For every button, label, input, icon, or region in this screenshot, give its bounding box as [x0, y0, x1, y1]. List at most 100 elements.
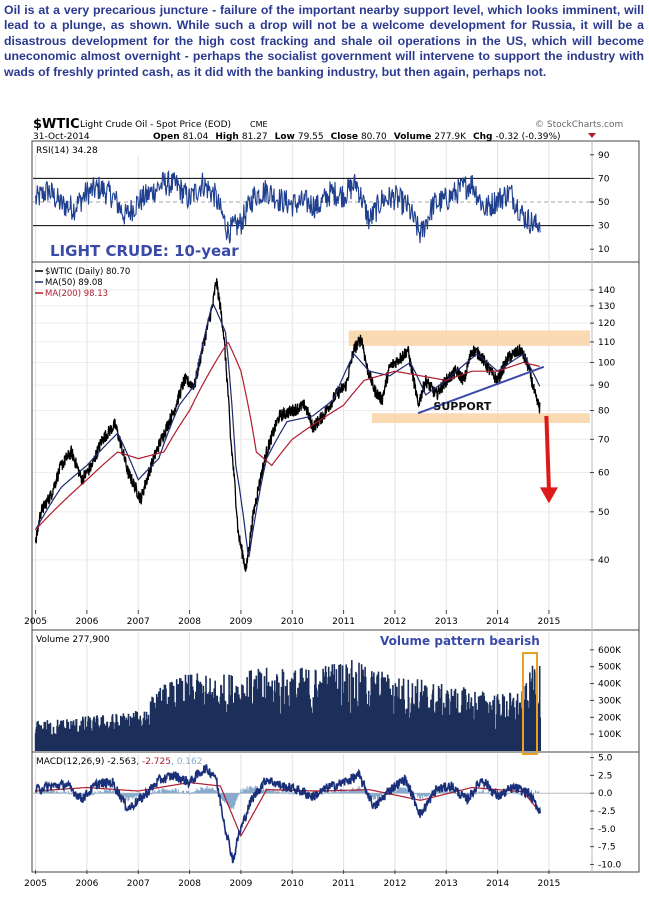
macd-x-tick-label: 2010	[281, 879, 304, 889]
price-tick-label: 40	[598, 556, 610, 566]
rsi-legend-box	[34, 143, 152, 155]
volume-value: 277.9K	[434, 132, 467, 142]
price-x-tick-label: 2012	[383, 617, 406, 627]
price-x-tick-label: 2007	[127, 617, 150, 627]
price-tick-label: 90	[598, 381, 610, 391]
macd-tick-label: -2.5	[598, 807, 616, 817]
price-tick-label: 110	[598, 338, 615, 348]
price-x-tick-label: 2010	[281, 617, 304, 627]
low-label: Low	[275, 132, 295, 142]
price-x-tick-label: 2008	[178, 617, 201, 627]
macd-tick-label: 0.0	[598, 789, 613, 799]
high-value: 81.27	[242, 132, 268, 142]
commentary-text: Oil is at a very precarious juncture - f…	[4, 3, 644, 79]
resistance-band	[348, 330, 590, 346]
macd-panel: 5.0 2.5 0.0 -2.5 -5.0 -7.5 -10.0 2005 2006 2007 20…	[24, 754, 621, 889]
price-x-tick-label: 2006	[75, 617, 98, 627]
open-label: Open	[153, 132, 180, 142]
price-legend-item: $WTIC (Daily) 80.70	[45, 267, 130, 277]
ma200-line	[35, 341, 540, 531]
macd-x-tick-label: 2006	[75, 879, 98, 889]
volume-tick-label: 500K	[598, 663, 622, 673]
ma50-line	[35, 302, 541, 558]
volume-tick-label: 100K	[598, 730, 622, 740]
macd-tick-label: -10.0	[598, 860, 622, 870]
price-legend-item: MA(200) 98.13	[45, 289, 108, 299]
price-tick-label: 60	[598, 469, 610, 479]
rsi-line	[35, 169, 541, 244]
macd-tick-label: -7.5	[598, 843, 616, 853]
macd-tick-label: 5.0	[598, 754, 613, 764]
chart-date: 31-Oct-2014	[33, 132, 90, 142]
symbol: $WTIC	[33, 117, 80, 132]
volume-highlight-box	[522, 652, 538, 755]
macd-legend-item: , -2.725	[136, 757, 171, 767]
price-tick-label: 140	[598, 286, 615, 296]
rsi-tick-label: 30	[598, 222, 610, 232]
rsi-tick-label: 90	[598, 151, 610, 161]
down-arrow-icon	[539, 487, 558, 504]
macd-x-tick-label: 2009	[229, 879, 252, 889]
macd-legend-item: MACD(12,26,9) -2.563	[36, 757, 136, 767]
macd-tick-label: -5.0	[598, 825, 616, 835]
open-value: 81.04	[183, 132, 209, 142]
exchange: CME	[250, 120, 268, 129]
ohlc-line: Open 81.04 High 81.27 Low 79.55 Close 80.70 Volu…	[153, 132, 561, 142]
macd-x-tick-label: 2008	[178, 879, 201, 889]
chg-value: -0.32 (-0.39%)	[496, 132, 561, 142]
volume-bars	[34, 660, 541, 751]
price-tick-label: 130	[598, 302, 615, 312]
volume-legend-box	[34, 633, 120, 645]
macd-x-tick-label: 2015	[537, 879, 560, 889]
macd-x-tick-label: 2014	[486, 879, 509, 889]
price-x-tick-label: 2015	[537, 617, 560, 627]
price-tick-label: 70	[598, 435, 610, 445]
description: Light Crude Oil - Spot Price (EOD)	[80, 120, 231, 130]
price-x-tick-label: 2013	[435, 617, 458, 627]
high-label: High	[215, 132, 238, 142]
support-band	[371, 413, 590, 424]
close-label: Close	[331, 132, 358, 142]
support-label: SUPPORT	[433, 400, 491, 413]
low-value: 79.55	[298, 132, 324, 142]
chart-title: LIGHT CRUDE: 10-year	[50, 242, 239, 260]
volume-annotation: Volume pattern bearish	[380, 634, 540, 648]
rsi-tick-label: 70	[598, 174, 610, 184]
volume-tick-label: 400K	[598, 680, 622, 690]
close-value: 80.70	[361, 132, 387, 142]
volume-label: Volume	[394, 132, 432, 142]
price-tick-label: 100	[598, 358, 615, 368]
macd-x-tick-label: 2005	[24, 879, 47, 889]
macd-x-tick-label: 2013	[435, 879, 458, 889]
volume-legend: Volume 277,900	[36, 635, 110, 645]
support-trendline	[417, 365, 545, 415]
down-triangle-icon	[588, 133, 596, 138]
price-x-tick-label: 2009	[229, 617, 252, 627]
price-x-tick-label: 2005	[24, 617, 47, 627]
volume-tick-label: 600K	[598, 646, 622, 656]
price-legend-item: MA(50) 89.08	[45, 278, 103, 288]
volume-panel: 600K 500K 400K 300K 200K 100K Volume 277,900 Vo…	[34, 632, 622, 755]
price-x-tick-label: 2011	[332, 617, 355, 627]
rsi-tick-label: 50	[598, 198, 610, 208]
macd-legend: MACD(12,26,9) -2.563, -2.725, 0.162	[36, 757, 202, 767]
volume-tick-label: 200K	[598, 713, 622, 723]
rsi-tick-label: 10	[598, 245, 610, 255]
price-tick-label: 80	[598, 407, 610, 417]
chg-label: Chg	[473, 132, 492, 142]
down-arrow-shaft	[544, 415, 551, 490]
price-tick-label: 50	[598, 508, 610, 518]
macd-legend-item: , 0.162	[171, 757, 203, 767]
macd-x-tick-label: 2007	[127, 879, 150, 889]
price-x-tick-label: 2014	[486, 617, 509, 627]
macd-tick-label: 2.5	[598, 771, 612, 781]
rsi-panel: 90 70 50 30 10 RSI(14) 34.28	[33, 142, 610, 261]
macd-x-tick-label: 2012	[383, 879, 406, 889]
price-tick-label: 120	[598, 319, 615, 329]
macd-line	[34, 764, 541, 864]
volume-tick-label: 300K	[598, 696, 622, 706]
rsi-legend: RSI(14) 34.28	[36, 146, 98, 156]
watermark: © StockCharts.com	[535, 120, 623, 130]
macd-x-tick-label: 2011	[332, 879, 355, 889]
